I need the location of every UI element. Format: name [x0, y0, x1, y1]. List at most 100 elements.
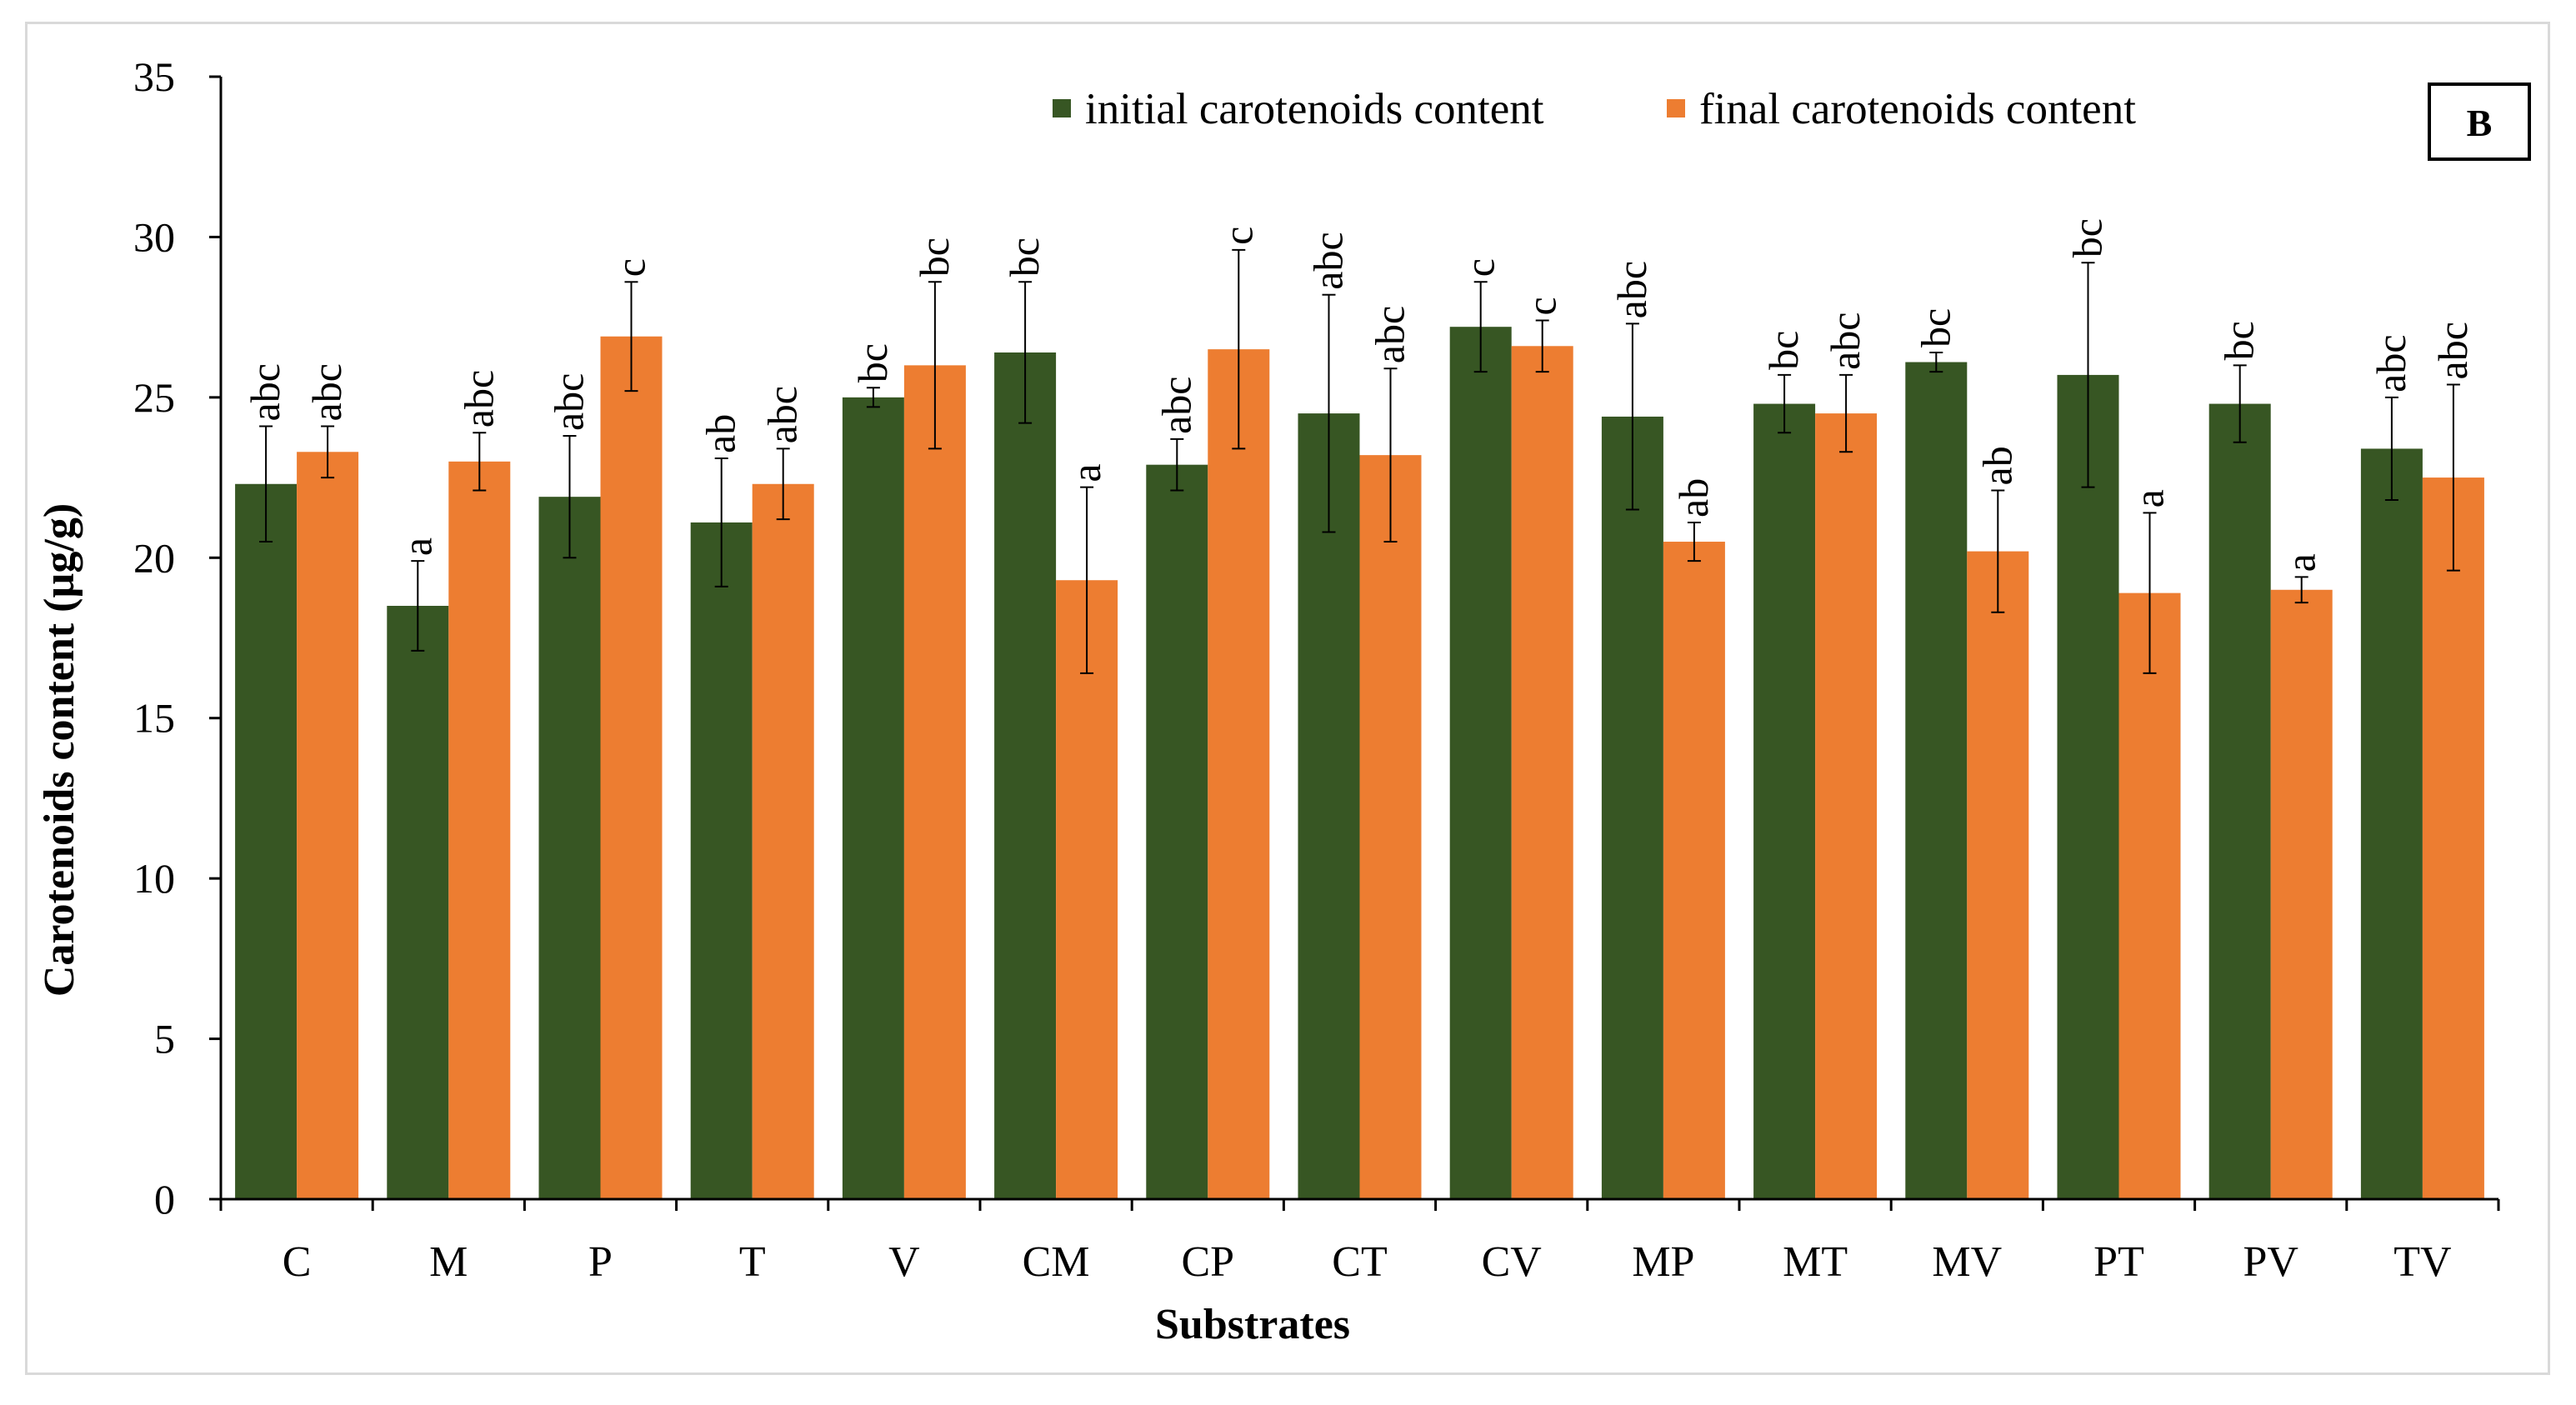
error-bar-final-PT — [2143, 512, 2157, 674]
sig-label-initial-MP: abc — [1608, 261, 1655, 318]
error-bar-final-MV — [1991, 489, 2005, 613]
x-tick-label-TV: TV — [2393, 1238, 2451, 1286]
x-axis-title: Substrates — [1155, 1301, 1350, 1348]
sig-label-initial-CT: abc — [1305, 232, 1352, 289]
legend-swatch-initial — [1053, 99, 1071, 118]
error-bar-final-CT — [1383, 368, 1398, 543]
y-tick-label-15: 15 — [133, 695, 175, 742]
error-bar-initial-CM — [1018, 281, 1033, 424]
sig-label-final-M: abc — [455, 370, 502, 428]
x-tick-label-C: C — [283, 1238, 312, 1286]
error-bar-initial-CP — [1170, 438, 1184, 492]
bar-initial-MT — [1753, 403, 1816, 1199]
y-axis-title: Carotenoids content (µg/g) — [36, 503, 83, 997]
sig-label-final-CM: a — [1063, 463, 1109, 482]
x-tick-label-CV: CV — [1482, 1238, 1542, 1286]
sig-label-final-CP: c — [1214, 227, 1261, 245]
sig-label-initial-PT: bc — [2064, 218, 2111, 258]
error-bar-final-CP — [1232, 248, 1246, 450]
bar-final-PV — [2270, 589, 2333, 1199]
bar-initial-CP — [1146, 464, 1208, 1199]
bar-initial-CM — [994, 352, 1057, 1199]
bar-final-M — [448, 461, 511, 1199]
x-tick-label-CP: CP — [1181, 1238, 1234, 1286]
x-tick-label-MP: MP — [1632, 1238, 1694, 1286]
error-bar-final-MP — [1687, 521, 1701, 562]
y-tick-label-0: 0 — [154, 1176, 175, 1222]
panel-label-box: B — [2428, 82, 2531, 161]
bar-final-CT — [1359, 455, 1422, 1199]
sig-label-final-TV: abc — [2429, 322, 2476, 379]
sig-label-initial-MV: bc — [1912, 308, 1958, 348]
error-bar-initial-MV — [1929, 351, 1943, 373]
bars-layer — [235, 327, 2484, 1200]
bar-final-C — [297, 452, 359, 1199]
bar-final-MP — [1663, 542, 1725, 1199]
sig-label-final-MV: ab — [1973, 446, 2020, 485]
error-bar-initial-C — [259, 425, 273, 543]
sig-label-initial-M: a — [393, 538, 440, 556]
error-bar-initial-T — [714, 457, 728, 588]
sig-label-initial-TV: abc — [2368, 334, 2414, 392]
legend: initial carotenoids content final carote… — [1053, 85, 2136, 133]
sig-label-initial-C: abc — [242, 363, 288, 421]
sig-label-initial-P: abc — [546, 373, 593, 431]
x-tick-label-V: V — [888, 1238, 920, 1286]
error-bar-initial-M — [411, 560, 425, 652]
bar-initial-PT — [2057, 374, 2119, 1200]
bar-final-MV — [1967, 551, 2029, 1199]
error-bar-initial-TV — [2384, 396, 2398, 502]
bar-final-CM — [1056, 580, 1118, 1199]
x-tick-label-M: M — [429, 1238, 468, 1286]
bar-final-CP — [1208, 349, 1270, 1200]
x-tick-label-MV: MV — [1932, 1238, 2002, 1286]
legend-label-initial: initial carotenoids content — [1085, 85, 1544, 133]
sig-label-final-MP: ab — [1670, 478, 1717, 518]
sig-label-initial-T: ab — [698, 414, 744, 453]
sig-label-initial-V: bc — [849, 343, 896, 382]
error-bar-initial-MP — [1625, 322, 1639, 511]
sig-label-final-V: bc — [911, 238, 958, 277]
bar-initial-M — [387, 606, 449, 1199]
sig-label-final-PV: a — [2278, 553, 2324, 572]
sig-label-final-CV: c — [1518, 297, 1565, 315]
x-tick-label-T: T — [739, 1238, 766, 1286]
legend-swatch-final — [1667, 99, 1685, 118]
x-tick-label-CT: CT — [1332, 1238, 1387, 1286]
error-bars-layer — [259, 248, 2460, 674]
error-bar-initial-PT — [2081, 262, 2095, 488]
sig-label-initial-MT: bc — [1760, 331, 1807, 370]
bar-final-CV — [1511, 346, 1573, 1199]
x-tick-label-CM: CM — [1023, 1238, 1090, 1286]
error-bar-final-C — [321, 425, 335, 479]
bar-initial-V — [842, 397, 904, 1199]
bar-initial-PV — [2208, 403, 2271, 1199]
error-bar-initial-CT — [1322, 293, 1336, 533]
bar-initial-T — [690, 522, 753, 1199]
x-tick-label-MT: MT — [1783, 1238, 1848, 1286]
sig-label-final-C: abc — [303, 363, 350, 421]
y-tick-label-5: 5 — [154, 1016, 175, 1062]
bar-initial-P — [538, 497, 601, 1199]
legend-label-final: final carotenoids content — [1699, 85, 2136, 133]
bar-final-PT — [2118, 592, 2181, 1199]
sig-label-initial-CP: abc — [1153, 376, 1199, 433]
bar-final-MT — [1815, 413, 1878, 1200]
y-tick-label-10: 10 — [133, 855, 175, 902]
error-bar-initial-MT — [1778, 373, 1792, 434]
error-bar-final-V — [928, 281, 942, 450]
sig-label-final-T: abc — [759, 386, 806, 443]
sig-label-initial-PV: bc — [2216, 321, 2263, 360]
y-tick-label-35: 35 — [133, 53, 175, 100]
error-bar-initial-PV — [2233, 364, 2247, 443]
x-tick-label-P: P — [588, 1238, 613, 1286]
error-bar-final-TV — [2446, 383, 2460, 572]
error-bar-final-MT — [1839, 373, 1853, 453]
x-tick-label-PT: PT — [2093, 1238, 2144, 1286]
sig-label-initial-CM: bc — [1001, 238, 1048, 277]
sig-label-initial-CV: c — [1457, 258, 1503, 277]
bar-final-P — [600, 336, 663, 1200]
